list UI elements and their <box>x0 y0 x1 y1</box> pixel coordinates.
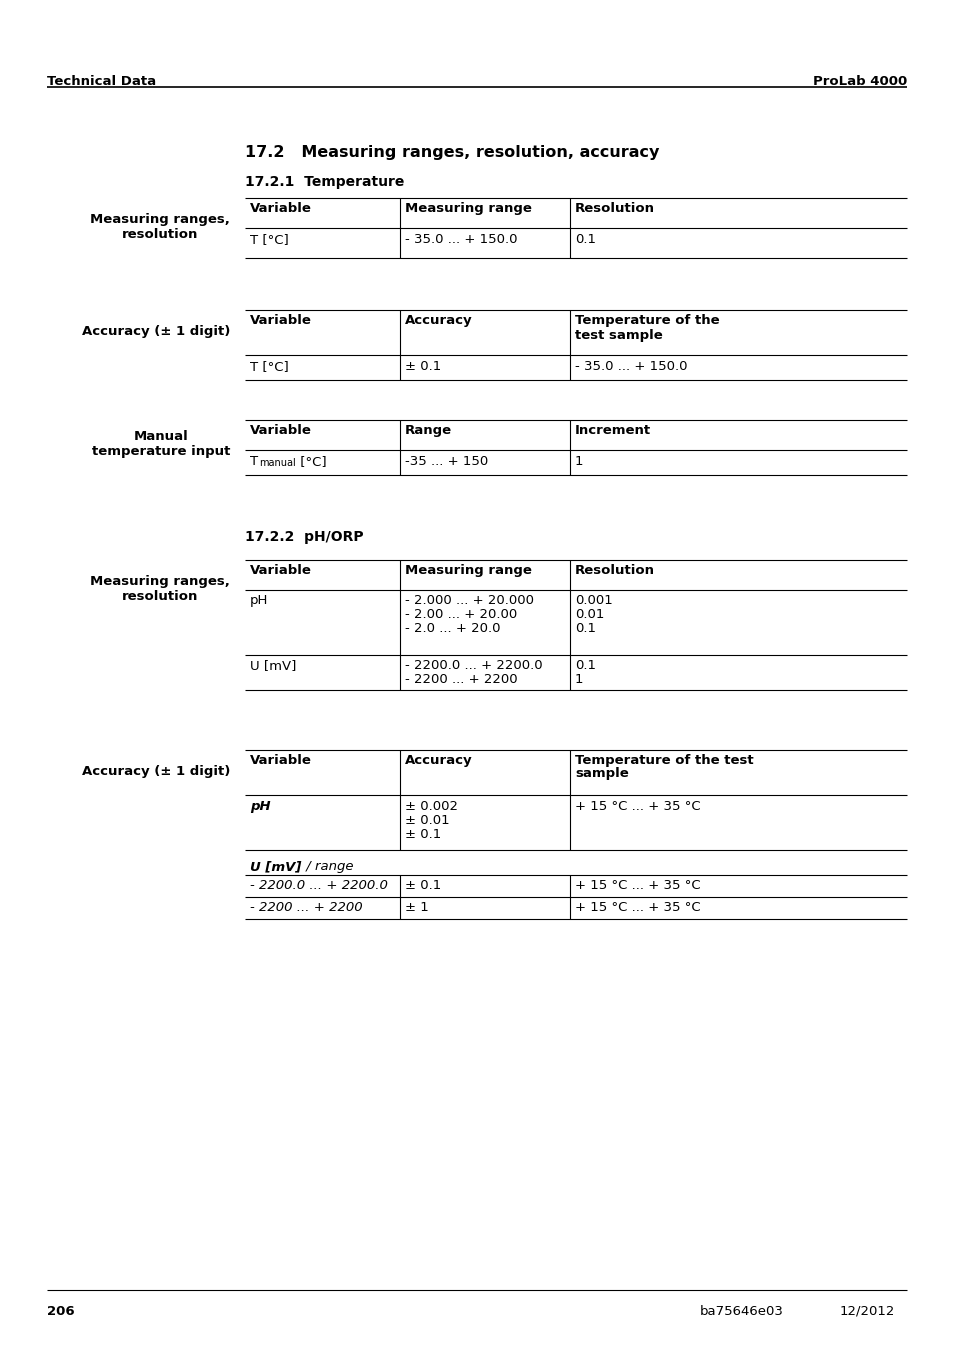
Text: Measuring ranges,
resolution: Measuring ranges, resolution <box>90 213 230 240</box>
Text: Temperature of the test: Temperature of the test <box>575 754 753 767</box>
Text: pH: pH <box>250 594 268 607</box>
Text: - 2200 ... + 2200: - 2200 ... + 2200 <box>250 901 362 915</box>
Text: 0.01: 0.01 <box>575 608 604 621</box>
Text: ± 0.1: ± 0.1 <box>405 828 441 842</box>
Text: Variable: Variable <box>250 754 312 767</box>
Text: T [°C]: T [°C] <box>250 359 289 373</box>
Text: Resolution: Resolution <box>575 563 655 577</box>
Text: Range: Range <box>405 424 452 436</box>
Text: + 15 °C ... + 35 °C: + 15 °C ... + 35 °C <box>575 901 700 915</box>
Text: 0.1: 0.1 <box>575 621 596 635</box>
Text: - 2.00 ... + 20.00: - 2.00 ... + 20.00 <box>405 608 517 621</box>
Text: Measuring ranges,
resolution: Measuring ranges, resolution <box>90 576 230 603</box>
Text: manual: manual <box>258 458 295 467</box>
Text: - 2.0 ... + 20.0: - 2.0 ... + 20.0 <box>405 621 500 635</box>
Text: Measuring range: Measuring range <box>405 563 532 577</box>
Text: Accuracy: Accuracy <box>405 313 472 327</box>
Text: - 2200.0 ... + 2200.0: - 2200.0 ... + 2200.0 <box>405 659 542 671</box>
Text: 0.1: 0.1 <box>575 232 596 246</box>
Text: pH: pH <box>250 800 271 813</box>
Text: Accuracy (± 1 digit): Accuracy (± 1 digit) <box>82 326 230 338</box>
Text: ± 0.1: ± 0.1 <box>405 359 441 373</box>
Text: ± 1: ± 1 <box>405 901 428 915</box>
Text: -35 ... + 150: -35 ... + 150 <box>405 455 488 467</box>
Text: 1: 1 <box>575 455 583 467</box>
Text: + 15 °C ... + 35 °C: + 15 °C ... + 35 °C <box>575 800 700 813</box>
Text: - 35.0 ... + 150.0: - 35.0 ... + 150.0 <box>405 232 517 246</box>
Text: Variable: Variable <box>250 203 312 215</box>
Text: Increment: Increment <box>575 424 651 436</box>
Text: Temperature of the
test sample: Temperature of the test sample <box>575 313 719 342</box>
Text: Technical Data: Technical Data <box>47 76 156 88</box>
Text: ProLab 4000: ProLab 4000 <box>812 76 906 88</box>
Text: 0.001: 0.001 <box>575 594 612 607</box>
Text: Manual
temperature input: Manual temperature input <box>91 430 230 458</box>
Text: sample: sample <box>575 767 628 780</box>
Text: U [mV]: U [mV] <box>250 659 296 671</box>
Text: 206: 206 <box>47 1305 74 1319</box>
Text: ± 0.01: ± 0.01 <box>405 815 449 827</box>
Text: 1: 1 <box>575 673 583 686</box>
Text: - 2.000 ... + 20.000: - 2.000 ... + 20.000 <box>405 594 534 607</box>
Text: / range: / range <box>302 861 354 873</box>
Text: [°C]: [°C] <box>295 455 326 467</box>
Text: + 15 °C ... + 35 °C: + 15 °C ... + 35 °C <box>575 880 700 892</box>
Text: 17.2   Measuring ranges, resolution, accuracy: 17.2 Measuring ranges, resolution, accur… <box>245 145 659 159</box>
Text: - 35.0 ... + 150.0: - 35.0 ... + 150.0 <box>575 359 687 373</box>
Text: ba75646e03: ba75646e03 <box>700 1305 783 1319</box>
Text: U [mV]: U [mV] <box>250 861 301 873</box>
Text: ± 0.002: ± 0.002 <box>405 800 457 813</box>
Text: Resolution: Resolution <box>575 203 655 215</box>
Text: Variable: Variable <box>250 313 312 327</box>
Text: Accuracy: Accuracy <box>405 754 472 767</box>
Text: ± 0.1: ± 0.1 <box>405 880 441 892</box>
Text: - 2200.0 ... + 2200.0: - 2200.0 ... + 2200.0 <box>250 880 388 892</box>
Text: T: T <box>250 455 258 467</box>
Text: Measuring range: Measuring range <box>405 203 532 215</box>
Text: Accuracy (± 1 digit): Accuracy (± 1 digit) <box>82 765 230 778</box>
Text: 12/2012: 12/2012 <box>840 1305 895 1319</box>
Text: Variable: Variable <box>250 563 312 577</box>
Text: 17.2.1  Temperature: 17.2.1 Temperature <box>245 176 404 189</box>
Text: - 2200 ... + 2200: - 2200 ... + 2200 <box>405 673 517 686</box>
Text: 17.2.2  pH/ORP: 17.2.2 pH/ORP <box>245 530 363 544</box>
Text: T [°C]: T [°C] <box>250 232 289 246</box>
Text: Variable: Variable <box>250 424 312 436</box>
Text: 0.1: 0.1 <box>575 659 596 671</box>
